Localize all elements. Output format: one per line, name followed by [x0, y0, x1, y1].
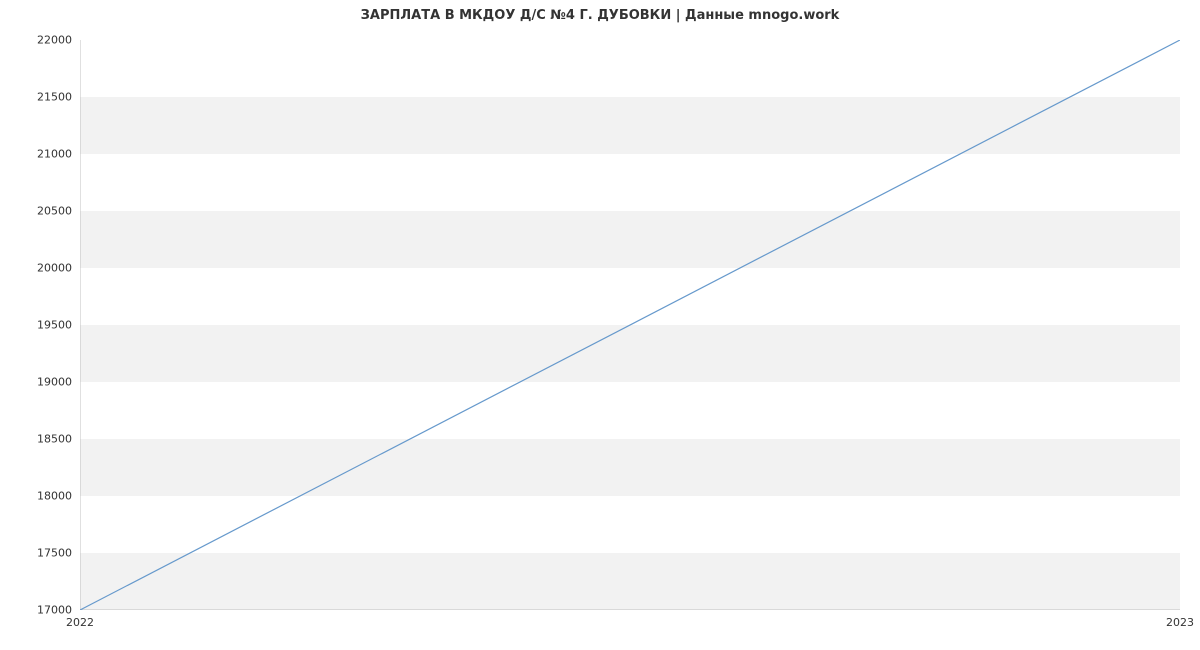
- x-tick-label: 2023: [1166, 616, 1194, 629]
- grid-band: [80, 211, 1180, 268]
- grid-band: [80, 268, 1180, 325]
- y-tick-label: 22000: [12, 34, 72, 47]
- y-tick-label: 18000: [12, 490, 72, 503]
- y-tick-label: 18500: [12, 433, 72, 446]
- grid-band: [80, 40, 1180, 97]
- grid-band: [80, 553, 1180, 610]
- grid-band: [80, 382, 1180, 439]
- y-tick-label: 17500: [12, 547, 72, 560]
- y-tick-label: 19500: [12, 319, 72, 332]
- chart-title: ЗАРПЛАТА В МКДОУ Д/С №4 Г. ДУБОВКИ | Дан…: [0, 8, 1200, 23]
- grid-band: [80, 154, 1180, 211]
- y-tick-label: 20500: [12, 205, 72, 218]
- y-tick-label: 17000: [12, 604, 72, 617]
- y-tick-label: 21500: [12, 91, 72, 104]
- plot-area: 1700017500180001850019000195002000020500…: [80, 40, 1180, 610]
- grid-band: [80, 439, 1180, 496]
- chart-svg: [80, 40, 1180, 610]
- y-tick-label: 20000: [12, 262, 72, 275]
- chart-container: ЗАРПЛАТА В МКДОУ Д/С №4 Г. ДУБОВКИ | Дан…: [0, 0, 1200, 650]
- y-tick-label: 21000: [12, 148, 72, 161]
- x-tick-label: 2022: [66, 616, 94, 629]
- y-tick-label: 19000: [12, 376, 72, 389]
- grid-band: [80, 325, 1180, 382]
